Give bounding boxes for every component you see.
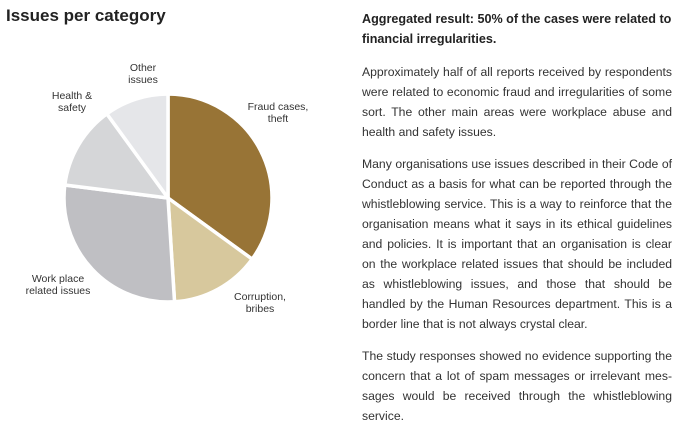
paragraph-2: Many organisations use issues described … — [362, 157, 672, 331]
chart-title: Issues per category — [6, 6, 166, 25]
pie-slice-4 — [105, 92, 170, 200]
text-column: Aggregated result: 50% of the cases were… — [362, 9, 672, 438]
slice-label: Health & — [52, 90, 92, 102]
slice-label: bribes — [246, 303, 275, 315]
pie-chart: Fraud cases,theft Corruption,bribes Work p… — [26, 62, 309, 315]
slice-label: related issues — [26, 285, 91, 297]
pie-slice-0 — [166, 92, 274, 261]
section-heading: Aggregated result: 50% of the cases were… — [362, 12, 672, 46]
slice-label: Other — [130, 62, 157, 74]
paragraph-3: The study responses showed no evidence s… — [362, 349, 672, 423]
slice-label: theft — [268, 113, 289, 125]
slice-label: Corruption, — [234, 291, 286, 303]
pie-slice-2 — [62, 183, 177, 304]
slice-label: Fraud cases, — [248, 101, 309, 113]
pie-slice-3 — [63, 112, 170, 200]
paragraph-1: Approximately half of all reports receiv… — [362, 65, 672, 139]
slice-label: issues — [128, 74, 158, 86]
slice-label: Work place — [32, 273, 84, 285]
pie-slice-1 — [166, 196, 254, 304]
slice-label: safety — [58, 102, 87, 114]
